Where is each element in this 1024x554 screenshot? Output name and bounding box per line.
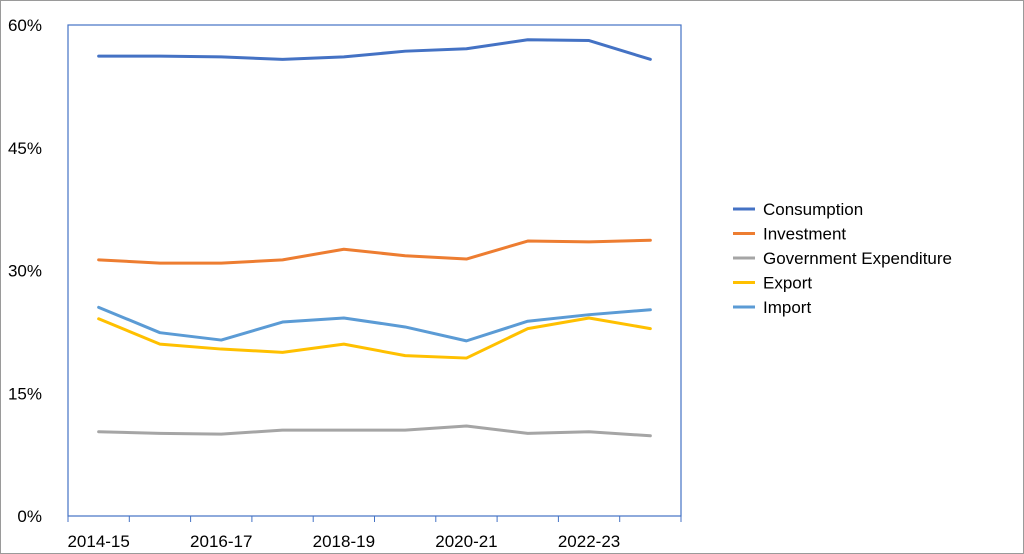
series-line-consumption [97,38,652,61]
legend-label: Export [763,274,812,293]
x-tick-label: 2014-15 [67,532,129,551]
x-tick-label: 2016-17 [190,532,252,551]
y-tick-label: 60% [8,16,42,35]
y-tick-label: 30% [8,262,42,281]
x-tick-label: 2020-21 [435,532,497,551]
series-line-export [97,316,652,360]
series-line-investment [97,238,652,265]
legend-label: Import [763,298,811,317]
legend-label: Consumption [763,200,863,219]
series-line-import [97,305,652,343]
series-line-government-expenditure [97,424,652,438]
x-tick-label: 2022-23 [558,532,620,551]
y-tick-label: 0% [17,507,42,526]
legend-label: Investment [763,225,846,244]
y-tick-label: 15% [8,384,42,403]
x-tick-label: 2018-19 [313,532,375,551]
y-tick-label: 45% [8,139,42,158]
legend-label: Government Expenditure [763,249,952,268]
plot-area-border [67,24,682,517]
